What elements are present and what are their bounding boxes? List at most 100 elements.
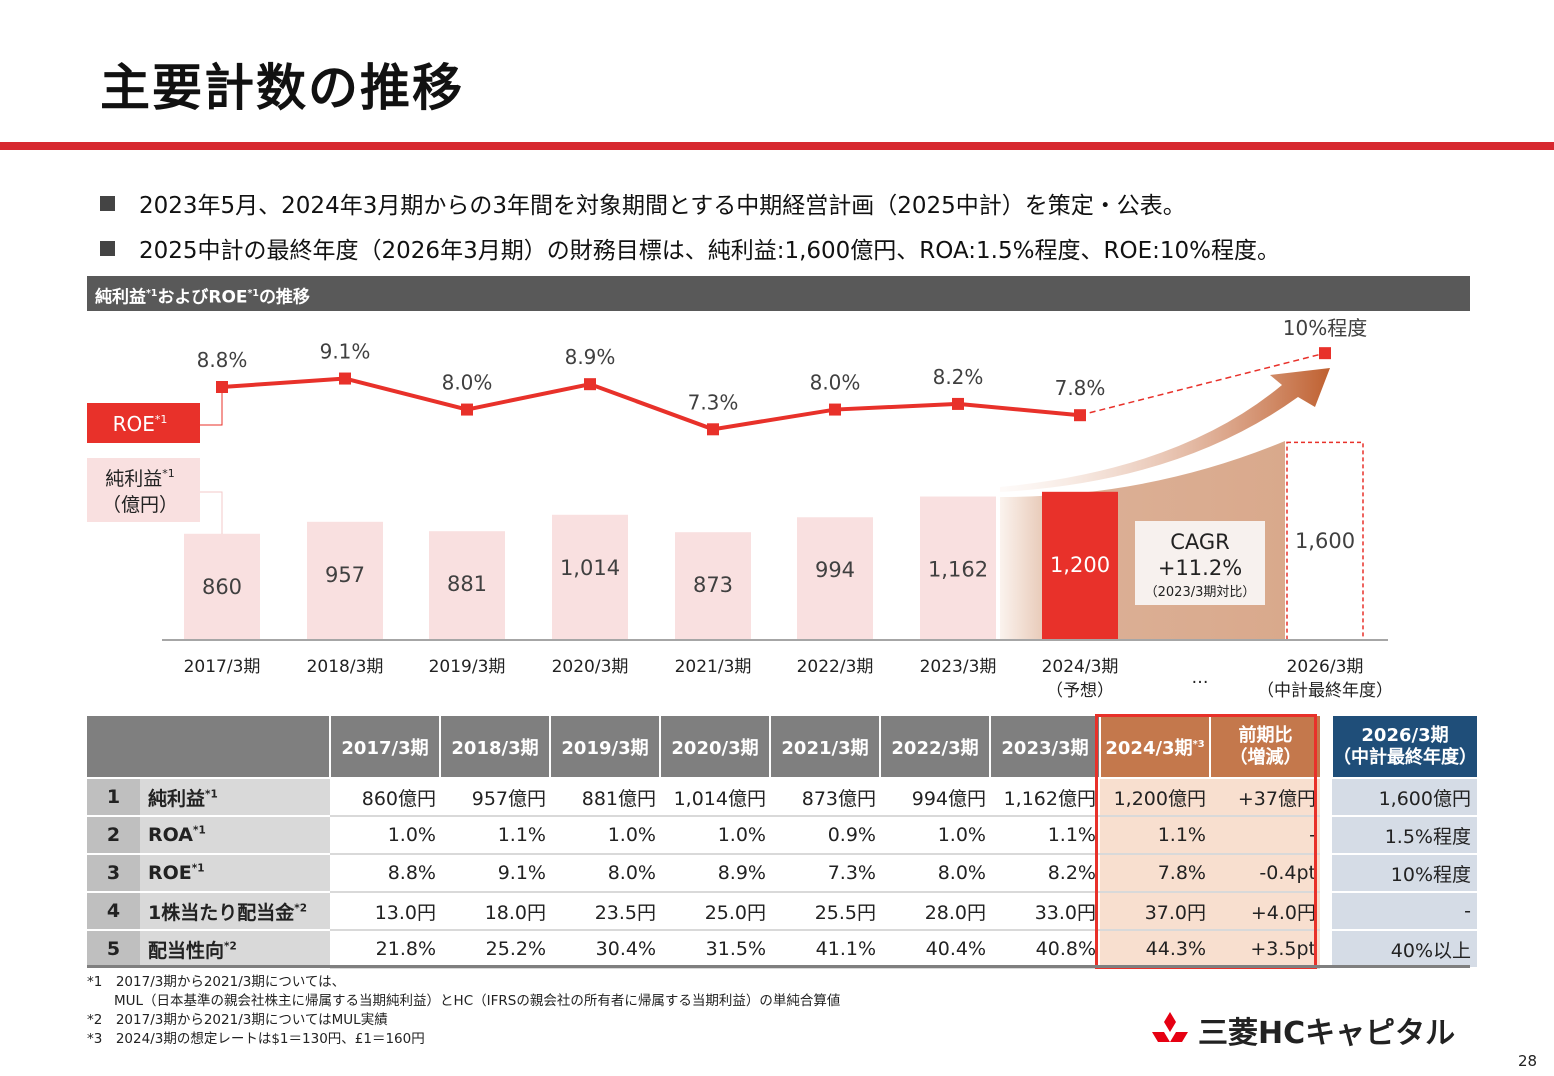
year-header: 2022/3期: [879, 716, 990, 779]
plan-2026-cell: 1,600億円: [1332, 778, 1477, 817]
roe-value-label: 10%程度: [1283, 316, 1367, 340]
footnote-mark: *2: [224, 940, 237, 953]
row-number: 4: [87, 892, 140, 931]
footnote-2: *2 2017/3期から2021/3期についてはMUL実績: [87, 1012, 388, 1028]
roe-point: [952, 397, 964, 410]
bar-value-label: 1,162: [928, 557, 988, 581]
footnote-mark: *1: [247, 288, 259, 299]
forecast-2024-cell: 37.0円: [1100, 892, 1210, 931]
row-label: ROE*1: [140, 854, 330, 893]
header-text: 2024/3期: [1105, 737, 1193, 759]
forecast-2024-cell: 7.8%: [1100, 854, 1210, 893]
roe-point: [829, 403, 841, 416]
table-corner-header: [87, 716, 330, 779]
x-tick-label: 2019/3期: [429, 657, 506, 677]
x-tick-label: 2020/3期: [552, 657, 629, 677]
footnote-1: *1 2017/3期から2021/3期については、: [87, 974, 346, 990]
table-cell: 1,014億円: [660, 778, 770, 817]
key-figures-table: 2017/3期 2018/3期 2019/3期 2020/3期 2021/3期 2022/…: [87, 716, 1477, 969]
row-label-text: 1株当たり配当金: [148, 901, 295, 924]
bar-value-label: 1,014: [560, 556, 620, 580]
table-row: 4 1株当たり配当金*2 13.0円 18.0円 23.5円 25.0円 25.5円 28.0…: [87, 892, 1477, 931]
yoy-change-cell: +3.5pt: [1210, 930, 1320, 969]
footnote-mark: *1: [146, 288, 158, 299]
table-cell: 25.0円: [660, 892, 770, 931]
yoy-change-cell: -0.4pt: [1210, 854, 1320, 893]
table-cell: 8.8%: [330, 854, 440, 893]
roe-legend-box: [87, 403, 200, 443]
company-logo: 三菱HCキャピタル: [1150, 1008, 1455, 1052]
column-gap: [1320, 778, 1332, 816]
footnote-3: *3 2024/3期の想定レートは$1＝130円、£1＝160円: [87, 1031, 425, 1047]
yoy-change-cell: -: [1210, 816, 1320, 855]
bar-net-income: [429, 531, 505, 640]
table-cell: 23.5円: [550, 892, 660, 931]
table-cell: 1.0%: [330, 816, 440, 855]
roe-value-label: 7.3%: [688, 390, 739, 414]
year-header: 2023/3期: [989, 716, 1100, 779]
table-cell: 21.8%: [330, 930, 440, 969]
table-cell: 28.0円: [880, 892, 990, 931]
column-gap: [1320, 892, 1332, 930]
section-header-text: およびROE: [157, 287, 248, 308]
year-header: 2017/3期: [329, 716, 440, 779]
bar-net-income: [920, 496, 996, 640]
bar-value-label: 1,200: [1050, 553, 1110, 577]
section-header: 純利益*1およびROE*1の推移: [87, 276, 1470, 311]
row-label-text: 配当性向: [148, 939, 225, 962]
roe-value-label: 9.1%: [320, 340, 371, 364]
bar-value-label: 881: [447, 572, 487, 596]
row-label-text: 純利益: [148, 787, 206, 810]
table-cell: 9.1%: [440, 854, 550, 893]
roe-point: [339, 372, 351, 385]
bar-value-label: 994: [815, 558, 855, 582]
page-title: 主要計数の推移: [100, 59, 464, 117]
bar-net-income: [675, 532, 751, 640]
table-cell: 8.9%: [660, 854, 770, 893]
yoy-change-cell: +37億円: [1210, 778, 1320, 817]
table-cell: 957億円: [440, 778, 550, 817]
table-cell: 1.0%: [660, 816, 770, 855]
bar-value-label: 873: [693, 573, 733, 597]
table-cell: 0.9%: [770, 816, 880, 855]
header-text: 2026/3期: [1361, 724, 1449, 746]
roe-legend-label: ROE*1: [113, 412, 168, 436]
net-income-unit-label: （億円）: [102, 494, 178, 516]
table-row: 3 ROE*1 8.8% 9.1% 8.0% 8.9% 7.3% 8.0% 8.2% 7.8% -0…: [87, 854, 1477, 893]
footnote-mark: *2: [294, 902, 307, 915]
plan-2026-header: 2026/3期 （中計最終年度）: [1331, 716, 1477, 779]
x-tick-label: 2024/3期: [1042, 657, 1119, 677]
roe-point: [1319, 347, 1331, 360]
net-income-legend-connector: [200, 491, 223, 534]
table-cell: 31.5%: [660, 930, 770, 969]
table-bottom-rule: [87, 965, 1470, 968]
section-header-text: の推移: [258, 287, 310, 308]
cagr-basis: （2023/3期対比）: [1145, 585, 1256, 600]
table-cell: 25.2%: [440, 930, 550, 969]
roe-value-label: 8.9%: [565, 345, 616, 369]
table-cell: 18.0円: [440, 892, 550, 931]
row-label: 純利益*1: [140, 778, 330, 817]
x-tick-label: 2023/3期: [920, 657, 997, 677]
bar-value-label: 860: [202, 575, 242, 599]
x-tick-label: 2021/3期: [675, 657, 752, 677]
table-cell: 994億円: [880, 778, 990, 817]
year-header: 2018/3期: [439, 716, 550, 779]
row-number: 3: [87, 854, 140, 893]
year-header: 2020/3期: [659, 716, 770, 779]
x-tick-sublabel: （予想）: [1046, 681, 1114, 701]
x-tick-sublabel: （中計最終年度）: [1257, 681, 1393, 701]
roe-value-label: 8.0%: [810, 371, 861, 395]
column-gap: [1320, 854, 1332, 892]
company-name: 三菱HCキャピタル: [1198, 1016, 1456, 1051]
row-number: 1: [87, 778, 140, 817]
header-text: 前期比: [1238, 724, 1293, 746]
bar-plan-2026: [1286, 441, 1364, 641]
table-cell: 30.4%: [550, 930, 660, 969]
net-income-legend-label: 純利益*1: [105, 467, 175, 490]
yoy-change-cell: +4.0円: [1210, 892, 1320, 931]
bar-value-label: 957: [325, 563, 365, 587]
net-income-roe-chart: 860 957 881 1,014 873 994 1,162 1,200 1,600 CAGR…: [87, 316, 1393, 701]
footnote-mark: *1: [192, 824, 206, 837]
table-cell: 1.1%: [990, 816, 1100, 855]
